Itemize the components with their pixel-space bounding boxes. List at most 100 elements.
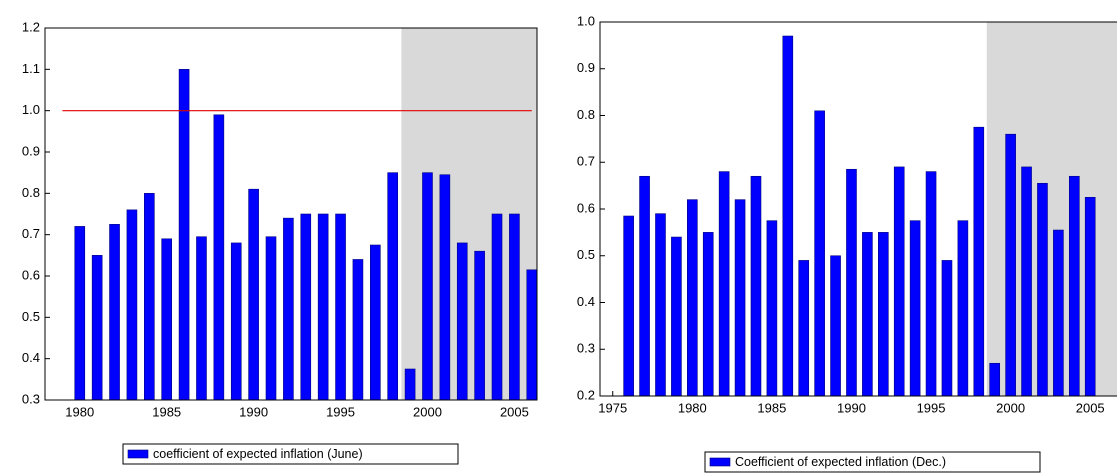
bar (1005, 133, 1016, 397)
y-tick-label: 0.4 (22, 350, 40, 365)
y-tick-label: 1.1 (22, 61, 40, 76)
y-tick-label: 0.4 (577, 294, 595, 309)
bar (1084, 197, 1096, 397)
bar (702, 232, 714, 397)
bar (973, 126, 985, 397)
legend: coefficient of expected inflation (June) (122, 443, 459, 465)
bar (265, 236, 277, 401)
bar (509, 213, 520, 401)
bar (213, 114, 225, 401)
legend-box (122, 443, 459, 465)
bar (387, 172, 399, 401)
y-tick-label: 0.5 (22, 309, 40, 324)
bar (161, 238, 172, 401)
plot-border (599, 21, 1117, 397)
bar (623, 215, 634, 397)
bar (878, 232, 889, 397)
bar (1053, 229, 1064, 397)
x-tick-label: 1975 (598, 400, 627, 415)
bar (109, 224, 120, 401)
bar (750, 175, 762, 397)
bar (439, 174, 451, 401)
bar (317, 213, 329, 401)
y-tick-label: 0.8 (22, 185, 40, 200)
bar (248, 188, 259, 401)
x-tick-label: 1985 (152, 404, 181, 419)
bar (474, 250, 485, 401)
legend-swatch (709, 457, 731, 467)
bar (957, 220, 969, 397)
y-tick-label: 0.7 (577, 154, 595, 169)
bar (925, 171, 937, 397)
x-tick-label: 2005 (500, 404, 529, 419)
bar (814, 110, 825, 397)
bar (893, 166, 905, 397)
x-tick-label: 1980 (678, 400, 707, 415)
bar (1037, 182, 1048, 397)
x-tick-label: 1985 (757, 400, 786, 415)
x-tick-label: 1995 (917, 400, 946, 415)
bar (639, 175, 650, 397)
bar (989, 362, 1001, 397)
legend-box (704, 451, 1041, 473)
legend-label: Coefficient of expected inflation (Dec.) (735, 455, 946, 469)
y-tick-label: 0.5 (577, 247, 595, 262)
bar (126, 209, 138, 401)
y-tick-label: 0.3 (577, 341, 595, 356)
bar (526, 269, 538, 401)
y-tick-label: 0.3 (22, 391, 40, 406)
y-tick-label: 0.6 (577, 200, 595, 215)
y-tick-label: 1.2 (22, 19, 40, 34)
x-tick-label: 1995 (326, 404, 355, 419)
x-tick-label: 1990 (837, 400, 866, 415)
y-tick-label: 1.0 (577, 13, 595, 28)
bar (909, 220, 921, 397)
bar (782, 35, 794, 397)
bar (370, 244, 381, 401)
x-tick-label: 2000 (413, 404, 442, 419)
y-tick-label: 0.9 (22, 143, 40, 158)
x-tick-label: 2005 (1076, 400, 1105, 415)
bar (230, 242, 242, 401)
bar (91, 255, 103, 401)
bar (404, 368, 416, 401)
y-tick-label: 1.0 (22, 102, 40, 117)
legend: Coefficient of expected inflation (Dec.) (704, 451, 1041, 473)
bar (456, 242, 468, 401)
bar (830, 255, 841, 397)
bar (491, 213, 503, 401)
y-tick-label: 0.8 (577, 107, 595, 122)
bar (1068, 175, 1080, 397)
x-tick-label: 1980 (65, 404, 94, 419)
x-tick-label: 2000 (996, 400, 1025, 415)
bar (178, 69, 190, 401)
bar (846, 168, 857, 397)
bar (1021, 166, 1032, 397)
y-tick-label: 0.9 (577, 60, 595, 75)
y-tick-label: 0.2 (577, 387, 595, 402)
legend-label: coefficient of expected inflation (June) (153, 447, 363, 461)
bar (766, 220, 778, 397)
y-tick-label: 0.6 (22, 267, 40, 282)
bar (422, 172, 433, 401)
bar (687, 199, 698, 397)
bar (196, 236, 207, 401)
bar (734, 199, 746, 397)
bar (941, 260, 953, 397)
bar (144, 193, 155, 401)
bar (655, 213, 666, 397)
bar (798, 260, 810, 397)
bar (335, 213, 346, 401)
bar (718, 171, 730, 397)
x-tick-label: 1990 (239, 404, 268, 419)
bar (862, 232, 873, 397)
bar (74, 226, 86, 401)
bar (352, 259, 364, 401)
legend-swatch (127, 449, 149, 459)
bar (300, 213, 312, 401)
y-tick-label: 0.7 (22, 226, 40, 241)
bar (283, 217, 294, 401)
bar (671, 236, 682, 397)
plot-border (44, 27, 538, 401)
